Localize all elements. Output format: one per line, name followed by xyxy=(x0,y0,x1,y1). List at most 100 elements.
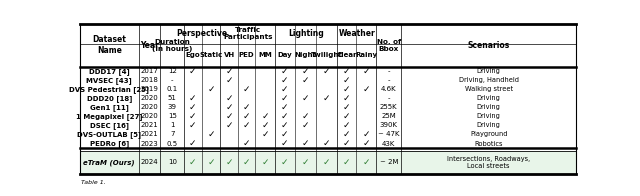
Text: ✓: ✓ xyxy=(301,94,309,103)
Text: ✓: ✓ xyxy=(243,85,250,94)
Text: ✓: ✓ xyxy=(343,94,351,103)
Text: Scenarios: Scenarios xyxy=(468,41,510,50)
Text: 390K: 390K xyxy=(380,122,398,128)
Text: 2021: 2021 xyxy=(141,132,158,137)
Text: Twilight: Twilight xyxy=(310,52,342,58)
Text: ✓: ✓ xyxy=(189,112,196,121)
Text: ✓: ✓ xyxy=(323,67,330,76)
Text: Intersections, Roadways,
Local streets: Intersections, Roadways, Local streets xyxy=(447,156,531,169)
Text: ✓: ✓ xyxy=(225,158,233,167)
Text: 1: 1 xyxy=(170,122,175,128)
Text: Dataset
Name: Dataset Name xyxy=(92,35,126,55)
Text: ✓: ✓ xyxy=(301,112,309,121)
Text: DVS Pedestrian [25]: DVS Pedestrian [25] xyxy=(69,86,149,93)
Bar xyxy=(80,151,576,174)
Text: -: - xyxy=(171,77,173,83)
Text: ✓: ✓ xyxy=(243,121,250,130)
Text: PEDRo [6]: PEDRo [6] xyxy=(90,140,129,147)
Text: ✓: ✓ xyxy=(243,139,250,148)
Text: ✓: ✓ xyxy=(225,67,233,76)
Text: ✓: ✓ xyxy=(281,158,289,167)
Text: Walking street: Walking street xyxy=(465,86,513,92)
Text: Lighting: Lighting xyxy=(288,29,324,38)
Text: ✓: ✓ xyxy=(323,94,330,103)
Text: 0.5: 0.5 xyxy=(166,141,178,146)
Text: ✓: ✓ xyxy=(343,139,351,148)
Text: DDD20 [18]: DDD20 [18] xyxy=(86,95,132,102)
Text: VH: VH xyxy=(223,52,235,58)
Text: 2018: 2018 xyxy=(141,77,158,83)
Text: ✓: ✓ xyxy=(301,158,309,167)
Text: ✓: ✓ xyxy=(189,103,196,112)
Text: Day: Day xyxy=(278,52,292,58)
Text: Rainy: Rainy xyxy=(355,52,377,58)
Text: ✓: ✓ xyxy=(281,130,289,139)
Text: Traffic
Participants: Traffic Participants xyxy=(223,27,273,40)
Text: ✓: ✓ xyxy=(189,94,196,103)
Text: ✓: ✓ xyxy=(225,112,233,121)
Text: ~ 2M: ~ 2M xyxy=(380,159,398,165)
Text: ✓: ✓ xyxy=(281,76,289,85)
Text: ✓: ✓ xyxy=(343,76,351,85)
Text: ✓: ✓ xyxy=(281,85,289,94)
Text: ✓: ✓ xyxy=(301,76,309,85)
Text: ✓: ✓ xyxy=(343,67,351,76)
Text: ✓: ✓ xyxy=(362,85,370,94)
Text: 51: 51 xyxy=(168,95,177,101)
Text: ✓: ✓ xyxy=(281,67,289,76)
Text: PED: PED xyxy=(239,52,254,58)
Text: ✓: ✓ xyxy=(225,94,233,103)
Text: 1 Megapixel [27]: 1 Megapixel [27] xyxy=(76,113,143,120)
Text: Night: Night xyxy=(294,52,316,58)
Text: 0.1: 0.1 xyxy=(166,86,178,92)
Text: 2024: 2024 xyxy=(141,159,158,165)
Text: ✓: ✓ xyxy=(281,112,289,121)
Text: ✓: ✓ xyxy=(281,139,289,148)
Text: Driving: Driving xyxy=(477,68,500,74)
Text: 39: 39 xyxy=(168,104,177,110)
Text: 2017: 2017 xyxy=(141,68,158,74)
Text: 7: 7 xyxy=(170,132,175,137)
Text: Gen1 [11]: Gen1 [11] xyxy=(90,104,129,111)
Text: ✓: ✓ xyxy=(189,139,196,148)
Text: ✓: ✓ xyxy=(207,130,214,139)
Text: ~ 47K: ~ 47K xyxy=(378,132,399,137)
Text: ✓: ✓ xyxy=(301,121,309,130)
Text: ✓: ✓ xyxy=(189,158,196,167)
Text: ✓: ✓ xyxy=(362,139,370,148)
Text: ✓: ✓ xyxy=(225,121,233,130)
Text: Table 1.: Table 1. xyxy=(81,180,106,185)
Text: ✓: ✓ xyxy=(343,103,351,112)
Text: ✓: ✓ xyxy=(189,121,196,130)
Text: Driving: Driving xyxy=(477,104,500,110)
Text: ✓: ✓ xyxy=(243,158,250,167)
Text: 2019: 2019 xyxy=(141,86,158,92)
Text: 2020: 2020 xyxy=(141,104,158,110)
Text: ✓: ✓ xyxy=(362,158,370,167)
Text: 15: 15 xyxy=(168,113,177,119)
Text: ✓: ✓ xyxy=(343,112,351,121)
Text: ✓: ✓ xyxy=(301,67,309,76)
Text: ✓: ✓ xyxy=(207,158,214,167)
Text: Year: Year xyxy=(140,41,159,50)
Text: ✓: ✓ xyxy=(243,112,250,121)
Text: Duration
(in hours): Duration (in hours) xyxy=(152,39,193,52)
Text: ✓: ✓ xyxy=(261,112,269,121)
Text: Robotics: Robotics xyxy=(474,141,503,146)
Text: ✓: ✓ xyxy=(225,103,233,112)
Text: ✓: ✓ xyxy=(343,121,351,130)
Text: ✓: ✓ xyxy=(362,130,370,139)
Text: ✓: ✓ xyxy=(261,130,269,139)
Text: MM: MM xyxy=(258,52,272,58)
Text: ✓: ✓ xyxy=(323,158,330,167)
Text: DSEC [16]: DSEC [16] xyxy=(90,122,129,129)
Text: Driving: Driving xyxy=(477,122,500,128)
Text: MVSEC [43]: MVSEC [43] xyxy=(86,77,132,83)
Text: -: - xyxy=(387,95,390,101)
Text: Driving: Driving xyxy=(477,113,500,119)
Text: 43K: 43K xyxy=(382,141,396,146)
Text: 2020: 2020 xyxy=(141,95,158,101)
Text: Clear: Clear xyxy=(337,52,357,58)
Text: ✓: ✓ xyxy=(343,85,351,94)
Text: ✓: ✓ xyxy=(343,130,351,139)
